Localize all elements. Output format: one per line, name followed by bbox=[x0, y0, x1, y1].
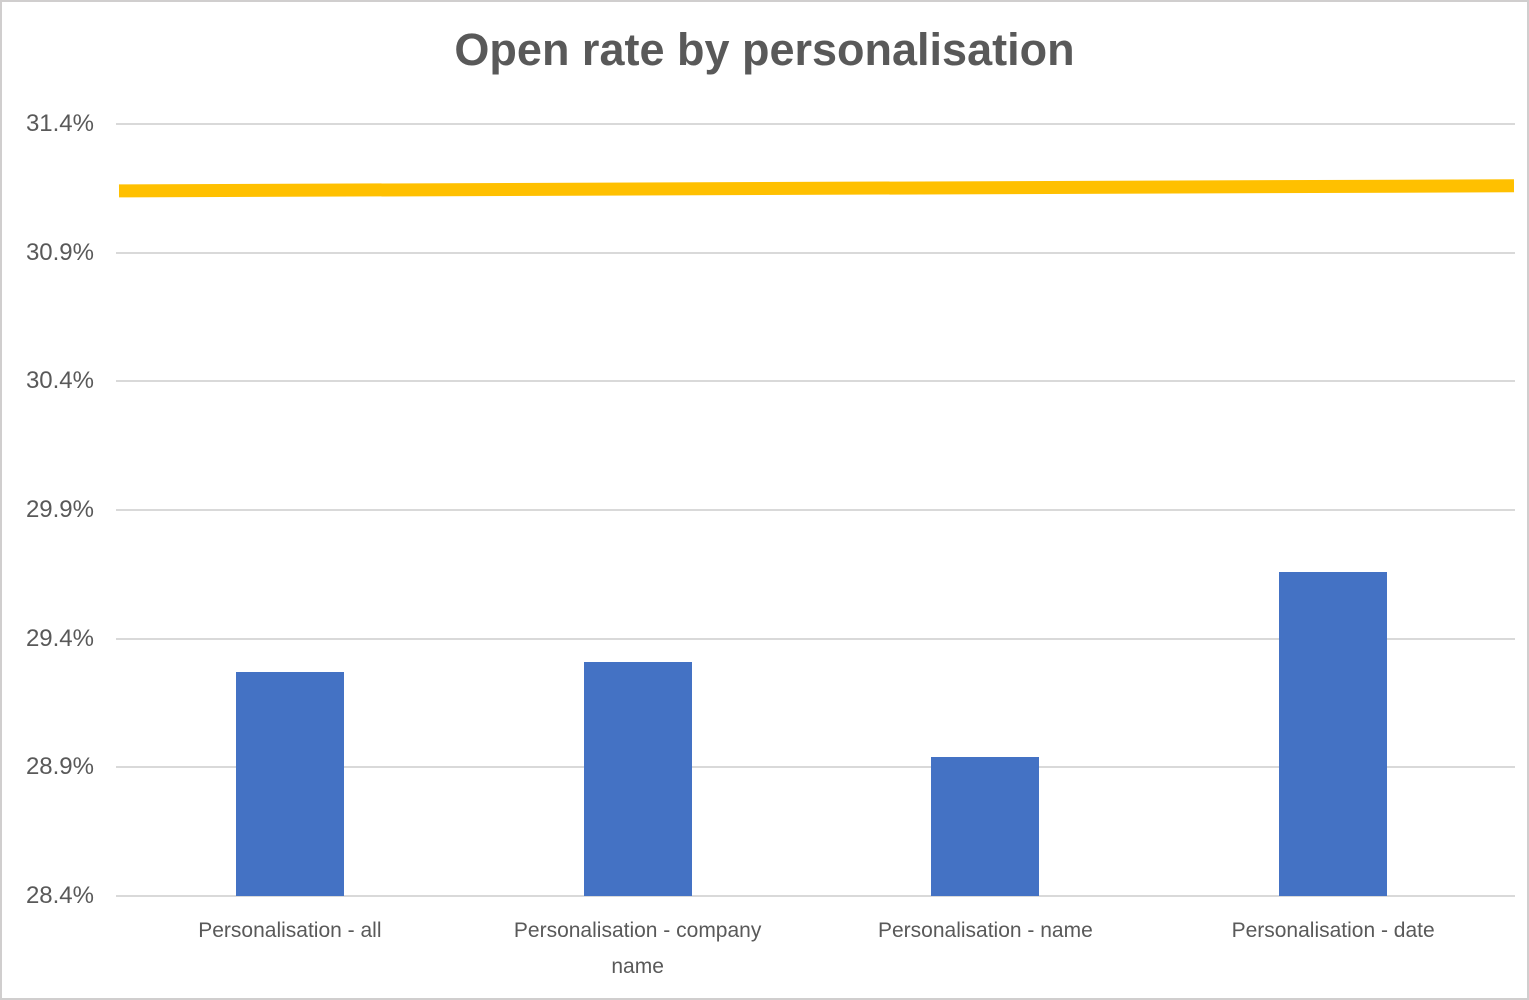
y-axis-tick-label: 29.9% bbox=[25, 496, 94, 523]
chart-title: Open rate by personalisation bbox=[454, 24, 1075, 75]
gridline bbox=[116, 637, 1515, 640]
gridline bbox=[116, 123, 1515, 125]
bar-personalisation-date bbox=[1279, 571, 1388, 896]
x-axis-label: Personalisation - date bbox=[1231, 919, 1435, 942]
y-axis-tick-label: 31.4% bbox=[25, 110, 94, 137]
y-axis-tick-label: 28.4% bbox=[25, 882, 94, 909]
y-axis-tick-label: 29.4% bbox=[25, 624, 94, 652]
x-axis-label: Personalisation - name bbox=[877, 919, 1093, 942]
y-axis-tick-label: 30.9% bbox=[25, 238, 94, 266]
x-axis-label: Personalisation - all bbox=[198, 919, 382, 942]
bar-personalisation-all bbox=[235, 672, 344, 896]
gridline bbox=[116, 509, 1515, 511]
y-axis-tick-label: 28.9% bbox=[25, 753, 94, 781]
gridline bbox=[116, 251, 1515, 254]
gridline bbox=[116, 380, 1515, 383]
gridline bbox=[116, 766, 1515, 769]
reference-line bbox=[118, 179, 1515, 198]
gridline bbox=[116, 895, 1515, 897]
x-axis-label: Personalisation - company name bbox=[513, 919, 762, 978]
bar-personalisation-company-name bbox=[583, 661, 692, 896]
bar-personalisation-name bbox=[931, 757, 1040, 896]
y-axis-tick-label: 30.4% bbox=[25, 367, 94, 395]
